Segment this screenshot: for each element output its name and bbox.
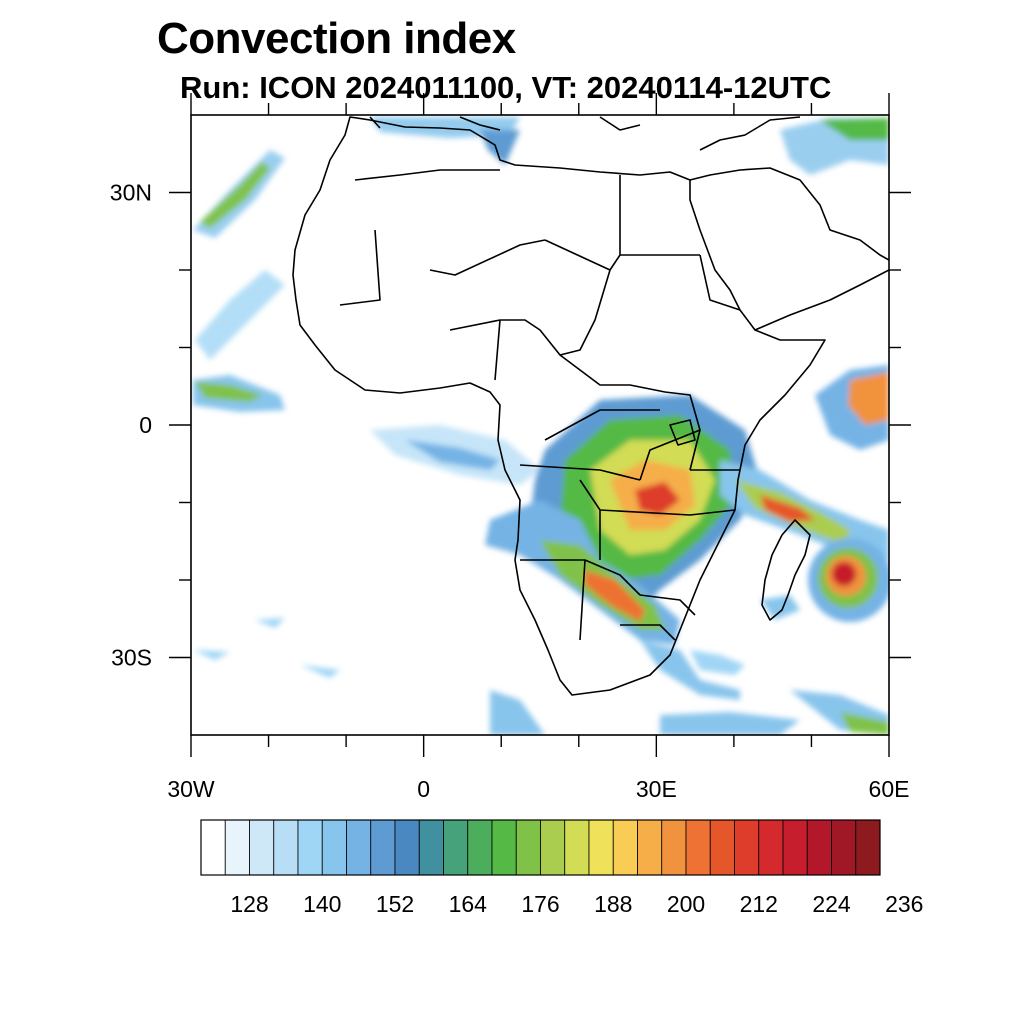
colorbar-swatch [806,819,832,876]
colorbar-swatch [637,819,663,876]
colorbar-label: 164 [449,891,488,917]
lat-tick-label: 0 [139,412,152,438]
colorbar-swatch [273,819,299,876]
colorbar-swatch [758,819,784,876]
map-background [191,115,889,735]
colorbar-swatch [564,819,590,876]
colorbar-swatch [588,819,614,876]
colorbar-swatch [249,819,275,876]
colorbar-swatch [855,819,881,876]
colorbar-swatch [394,819,420,876]
colorbar-swatch [612,819,638,876]
colorbar-swatch [782,819,808,876]
colorbar-label: 236 [885,891,923,917]
colorbar-label: 224 [812,891,851,917]
colorbar-label: 200 [667,891,705,917]
latitude-axis: 30N 0 30S [110,180,911,671]
longitude-axis: 30W 0 30E 60E [167,93,909,802]
colorbar-swatch [540,819,566,876]
colorbar-swatch [734,819,760,876]
colorbar-label: 188 [594,891,632,917]
colorbar-label: 128 [230,891,268,917]
colorbar-swatch [467,819,493,876]
colorbar-swatch [370,819,396,876]
colorbar-label: 140 [303,891,341,917]
colorbar-swatch [443,819,469,876]
colorbar-swatch [709,819,735,876]
map-subtitle: Run: ICON 2024011100, VT: 20240114-12UTC [180,70,832,105]
colorbar-label: 152 [376,891,414,917]
lon-tick-label: 60E [869,776,910,802]
colorbar-swatch [831,819,857,876]
lon-tick-label: 30W [167,776,215,802]
lat-tick-label: 30N [110,180,152,206]
colorbar-swatch [515,819,541,876]
colorbar-swatch [346,819,372,876]
lat-tick-label: 30S [111,645,152,671]
colorbar-label: 176 [521,891,559,917]
lon-tick-label: 0 [417,776,430,802]
lon-tick-label: 30E [636,776,677,802]
colorbar-frame [200,819,881,876]
colorbar: 128 140 152 164 176 188 200 212 224 236 [200,819,923,917]
colorbar-swatch [200,819,226,876]
colorbar-swatch [418,819,444,876]
colorbar-swatch [297,819,323,876]
colorbar-swatch [491,819,517,876]
colorbar-swatch [661,819,687,876]
colorbar-swatch [224,819,250,876]
colorbar-swatch [685,819,711,876]
map-title: Convection index [157,14,516,63]
coastlines [292,116,889,696]
colorbar-swatch [321,819,347,876]
colorbar-label: 212 [740,891,778,917]
